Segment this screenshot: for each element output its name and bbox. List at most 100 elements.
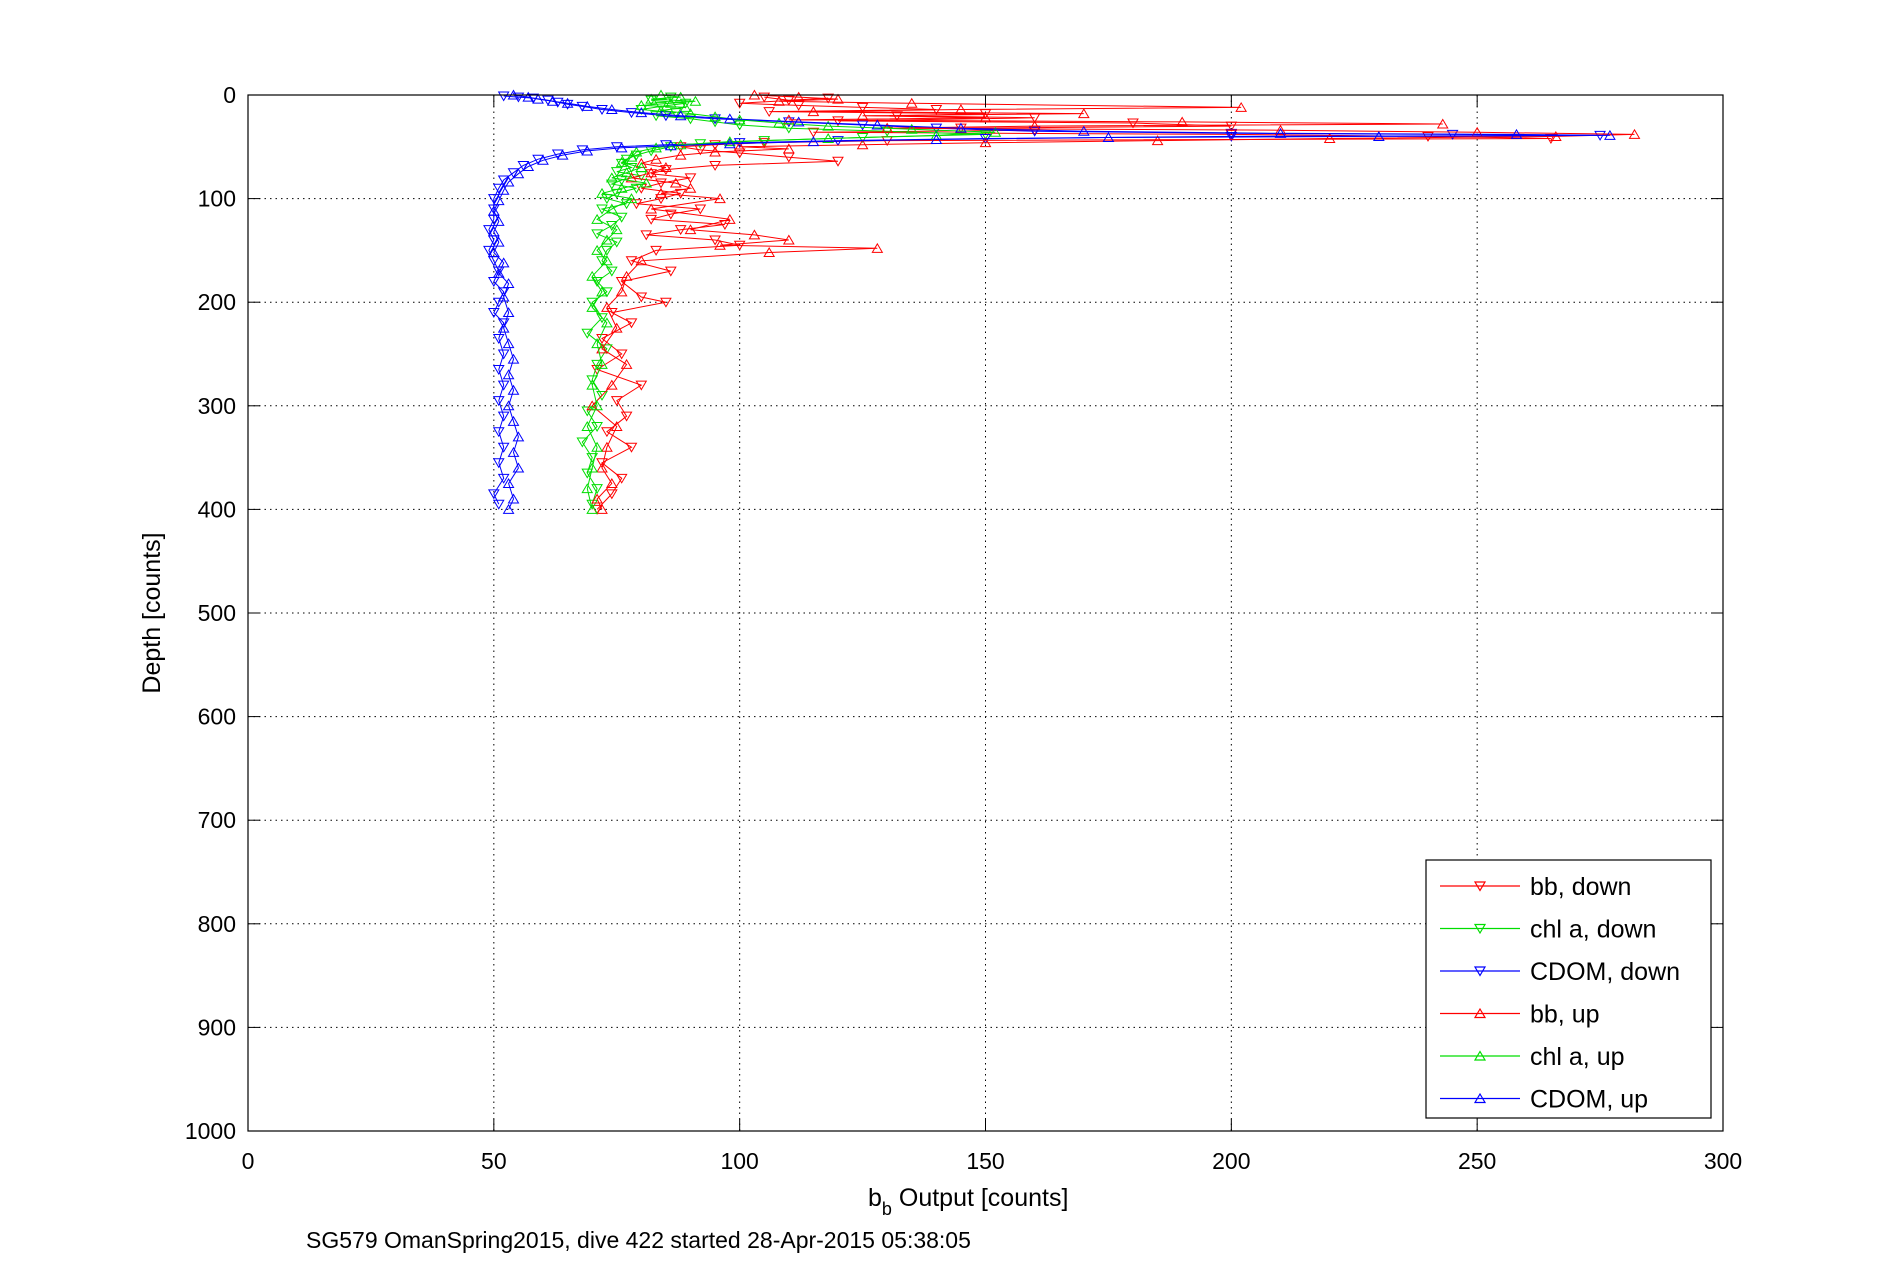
data-point	[591, 338, 603, 349]
data-point	[596, 458, 608, 469]
data-point	[979, 112, 992, 123]
legend-entry: bb, down	[1530, 873, 1631, 901]
data-point	[709, 114, 721, 125]
legend-swatch-marker	[1473, 1092, 1487, 1104]
data-point	[1176, 116, 1189, 127]
data-point	[615, 473, 628, 484]
data-point	[807, 106, 820, 117]
data-point	[684, 224, 697, 235]
legend-entry: bb, up	[1530, 1001, 1600, 1029]
y-tick-label: 900	[198, 1014, 236, 1040]
data-point	[497, 184, 510, 195]
data-point	[497, 442, 510, 453]
y-tick-label: 400	[198, 496, 236, 522]
series-5	[487, 89, 1616, 514]
data-point	[694, 204, 707, 215]
data-point	[605, 379, 618, 390]
x-tick-label: 250	[1458, 1148, 1496, 1174]
y-tick-label: 500	[198, 600, 236, 626]
data-point	[733, 141, 746, 152]
data-point	[596, 313, 608, 324]
data-point	[1549, 130, 1562, 141]
legend-entry: CDOM, down	[1530, 958, 1680, 986]
data-point	[664, 140, 677, 151]
data-point	[679, 101, 692, 112]
data-point	[625, 442, 638, 453]
data-point	[684, 182, 697, 193]
series-line	[586, 94, 996, 510]
data-point	[1127, 118, 1139, 129]
data-point	[856, 139, 869, 150]
data-point	[487, 246, 500, 257]
data-point	[669, 177, 682, 188]
data-point	[620, 358, 633, 369]
data-point	[650, 111, 662, 122]
data-point	[630, 183, 643, 194]
data-point	[763, 107, 776, 118]
data-point	[605, 179, 618, 190]
data-point	[1510, 128, 1523, 139]
data-point	[748, 229, 761, 240]
data-point	[615, 156, 628, 167]
data-point	[1604, 129, 1616, 140]
data-point	[512, 92, 525, 103]
data-point	[561, 99, 574, 110]
y-axis-label: Depth [counts]	[138, 532, 166, 693]
data-point	[502, 176, 515, 187]
data-point	[640, 230, 653, 241]
legend-swatch-marker	[1473, 966, 1487, 977]
data-point	[635, 162, 648, 173]
data-point	[1102, 131, 1115, 142]
data-point	[1235, 101, 1248, 112]
data-point	[832, 116, 844, 127]
legend-box	[1425, 859, 1712, 1119]
data-point	[615, 142, 628, 153]
data-point	[650, 153, 662, 164]
data-point	[487, 205, 500, 216]
data-point	[512, 168, 525, 179]
y-tick-label: 800	[198, 911, 236, 937]
data-point	[1446, 129, 1459, 140]
data-point	[1151, 135, 1164, 146]
data-point	[483, 225, 495, 236]
data-point	[625, 256, 638, 267]
data-point	[586, 379, 599, 390]
data-point	[645, 167, 658, 178]
data-point	[955, 122, 967, 133]
data-point	[655, 187, 667, 198]
data-point	[822, 120, 835, 131]
x-tick-label: 50	[481, 1148, 507, 1174]
data-point	[522, 160, 535, 171]
data-point	[645, 169, 658, 180]
data-point	[905, 123, 918, 134]
data-point	[610, 421, 623, 432]
data-point	[596, 343, 608, 354]
data-point	[596, 187, 608, 198]
data-point	[576, 437, 589, 448]
data-point	[679, 98, 692, 109]
series-line	[595, 96, 1551, 510]
y-tick-label: 300	[198, 393, 236, 419]
data-point	[492, 458, 505, 469]
data-point	[502, 400, 515, 411]
data-point	[610, 167, 623, 178]
data-point	[1436, 118, 1449, 129]
data-series	[483, 89, 1641, 515]
x-axis-label: bb Output [counts]	[868, 1184, 1068, 1219]
data-point	[610, 224, 623, 235]
data-point	[660, 297, 672, 308]
data-point	[497, 318, 510, 329]
data-point	[955, 104, 967, 115]
data-point	[871, 119, 884, 130]
y-tick-label: 200	[198, 289, 236, 315]
data-point	[655, 178, 667, 189]
data-point	[497, 380, 510, 391]
data-point	[822, 133, 835, 144]
data-point	[1274, 127, 1287, 138]
data-point	[664, 266, 677, 277]
data-point	[497, 322, 510, 333]
data-point	[1372, 130, 1385, 141]
data-point	[881, 126, 894, 137]
data-point	[487, 194, 500, 205]
y-tick-label: 600	[198, 704, 236, 730]
